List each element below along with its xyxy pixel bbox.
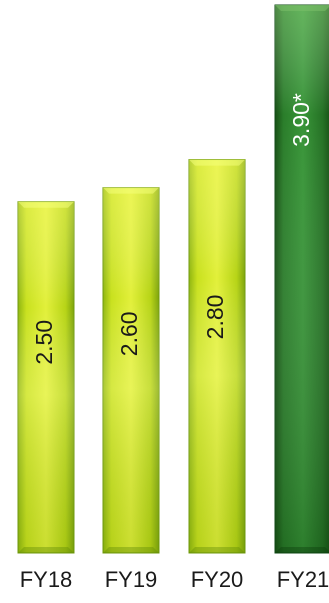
bar-bevel-fy18 xyxy=(18,201,74,208)
bar-base-bevel-fy19 xyxy=(103,547,159,553)
x-tick-label-fy19: FY19 xyxy=(105,567,158,592)
bars-group xyxy=(17,4,329,554)
bar-bevel-fy21 xyxy=(275,5,329,11)
x-tick-label-fy21: FY21 xyxy=(277,567,329,592)
data-label-fy20: 2.80 xyxy=(202,295,228,340)
x-tick-label-fy18: FY18 xyxy=(20,567,73,592)
bar-base-bevel-fy18 xyxy=(18,547,74,553)
data-label-fy21: 3.90* xyxy=(288,93,314,147)
bar-shading-fy20 xyxy=(189,159,245,554)
data-labels-group: 2.50 2.60 2.80 3.90* xyxy=(31,93,314,365)
bar-shading-fy18 xyxy=(18,201,74,553)
bar-base-bevel-fy21 xyxy=(275,547,329,553)
data-label-fy18: 2.50 xyxy=(31,320,57,365)
data-label-fy19: 2.60 xyxy=(116,311,142,356)
bar-base-bevel-fy20 xyxy=(189,547,245,553)
category-labels-group: FY18 FY19 FY20 FY21 xyxy=(20,567,329,592)
bar-bevel-fy20 xyxy=(189,159,245,166)
x-tick-label-fy20: FY20 xyxy=(191,567,244,592)
bar-shading-fy19 xyxy=(103,187,159,553)
bar-bevel-fy19 xyxy=(103,187,159,194)
bar-shading-fy21 xyxy=(275,5,329,553)
